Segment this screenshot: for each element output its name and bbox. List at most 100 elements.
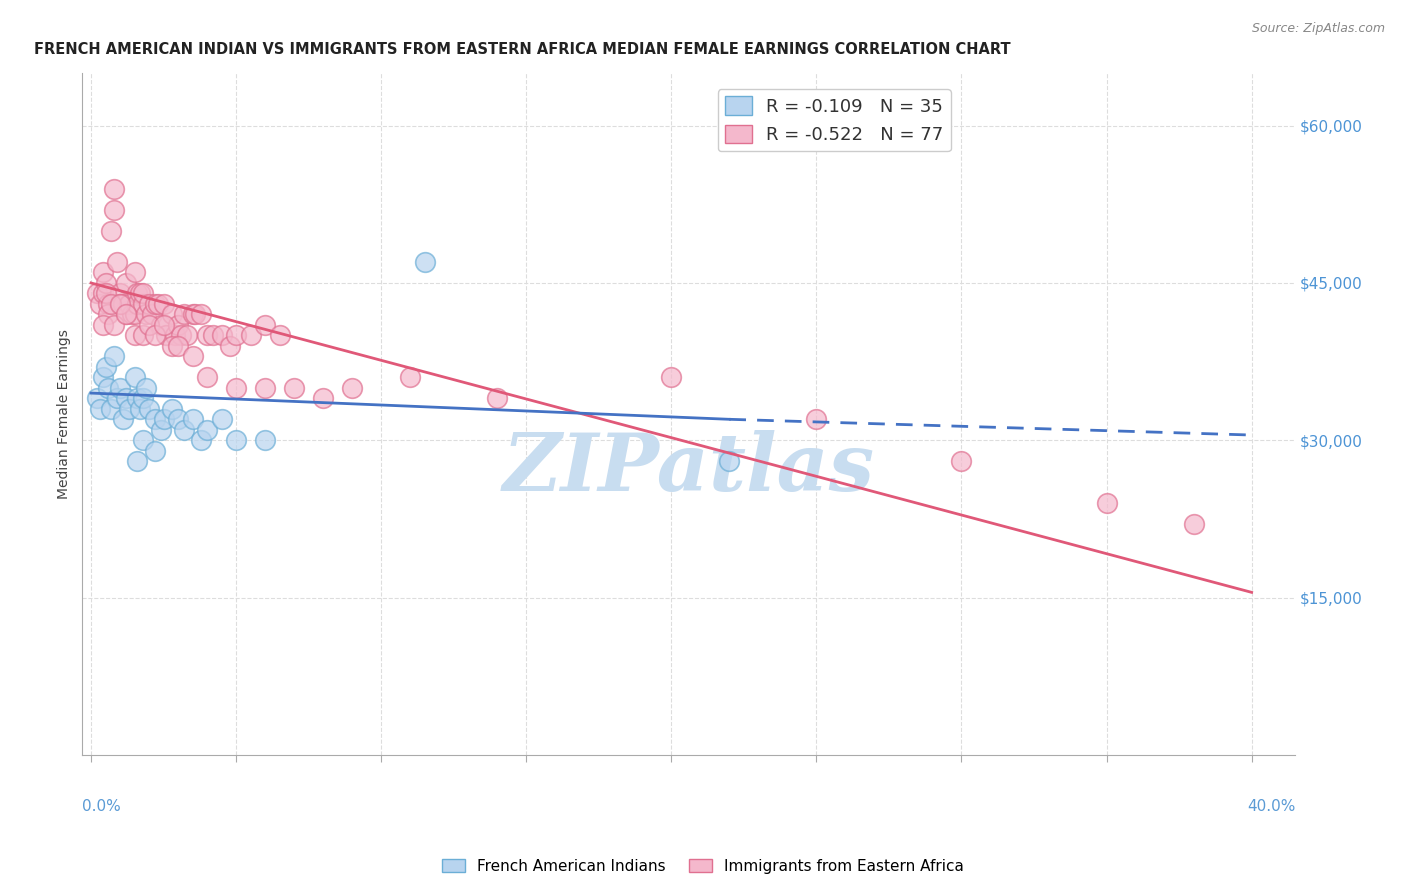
Point (86, 392, 108, 406)
Point (718, 454, 741, 468)
Point (143, 328, 166, 343)
Point (135, 307, 157, 321)
Point (91, 318, 114, 332)
Point (124, 370, 146, 384)
Point (486, 392, 509, 406)
Point (89, 401, 111, 416)
Point (149, 423, 172, 437)
Point (114, 276, 136, 290)
Point (190, 307, 212, 321)
Point (118, 297, 141, 311)
Point (143, 443, 166, 458)
Point (283, 381, 305, 395)
Point (127, 297, 149, 311)
Point (1182, 517, 1205, 532)
Point (121, 307, 143, 321)
Point (97, 381, 120, 395)
Point (225, 328, 247, 343)
Point (254, 318, 277, 332)
Point (127, 454, 149, 468)
Point (170, 328, 193, 343)
Point (152, 412, 174, 426)
Point (94, 359, 117, 374)
Point (97, 307, 120, 321)
Point (254, 434, 277, 448)
Point (143, 297, 166, 311)
Point (254, 381, 277, 395)
Point (152, 318, 174, 332)
Point (211, 328, 233, 343)
Point (103, 181, 125, 195)
Point (155, 328, 177, 343)
Point (105, 392, 128, 406)
Point (100, 223, 122, 237)
Point (181, 412, 204, 426)
Point (132, 328, 155, 343)
Point (97, 297, 120, 311)
Point (108, 297, 131, 311)
Text: 40.0%: 40.0% (1247, 799, 1295, 814)
Point (195, 328, 218, 343)
Point (162, 401, 184, 416)
Point (225, 434, 247, 448)
Point (124, 307, 146, 321)
Point (127, 392, 149, 406)
Text: 0.0%: 0.0% (83, 799, 121, 814)
Point (91, 265, 114, 279)
Point (184, 307, 207, 321)
Point (94, 276, 117, 290)
Point (173, 423, 195, 437)
Point (129, 286, 152, 301)
Point (118, 401, 141, 416)
Point (108, 286, 131, 301)
Point (165, 328, 187, 343)
Point (146, 297, 169, 311)
Point (103, 318, 125, 332)
Point (138, 318, 160, 332)
Point (195, 423, 218, 437)
Point (173, 307, 195, 321)
Point (108, 381, 131, 395)
Point (181, 307, 204, 321)
Point (114, 307, 136, 321)
Point (91, 370, 114, 384)
Point (167, 412, 190, 426)
Point (89, 297, 111, 311)
Point (138, 297, 160, 311)
Point (269, 328, 291, 343)
Point (124, 265, 146, 279)
Point (190, 434, 212, 448)
Point (141, 307, 163, 321)
Point (94, 286, 117, 301)
Point (950, 454, 973, 468)
Text: Source: ZipAtlas.com: Source: ZipAtlas.com (1251, 22, 1385, 36)
Legend: French American Indians, Immigrants from Eastern Africa: French American Indians, Immigrants from… (436, 853, 970, 880)
Point (132, 434, 155, 448)
Point (195, 370, 218, 384)
Point (100, 401, 122, 416)
Point (167, 339, 190, 353)
Point (108, 297, 131, 311)
Point (143, 412, 166, 426)
Y-axis label: Median Female Earnings: Median Female Earnings (58, 329, 72, 499)
Point (806, 412, 828, 426)
Point (91, 286, 114, 301)
Point (100, 297, 122, 311)
Point (132, 286, 155, 301)
Point (103, 350, 125, 364)
Point (127, 286, 149, 301)
Point (86, 286, 108, 301)
Text: FRENCH AMERICAN INDIAN VS IMMIGRANTS FROM EASTERN AFRICA MEDIAN FEMALE EARNINGS : FRENCH AMERICAN INDIAN VS IMMIGRANTS FRO… (34, 42, 1011, 57)
Point (152, 297, 174, 311)
Point (132, 297, 155, 311)
Point (1095, 496, 1118, 510)
Point (167, 318, 190, 332)
Point (111, 412, 134, 426)
Point (138, 401, 160, 416)
Point (219, 339, 242, 353)
Point (124, 328, 146, 343)
Legend: R = -0.109   N = 35, R = -0.522   N = 77: R = -0.109 N = 35, R = -0.522 N = 77 (717, 89, 950, 152)
Point (103, 202, 125, 217)
Point (135, 381, 157, 395)
Point (162, 307, 184, 321)
